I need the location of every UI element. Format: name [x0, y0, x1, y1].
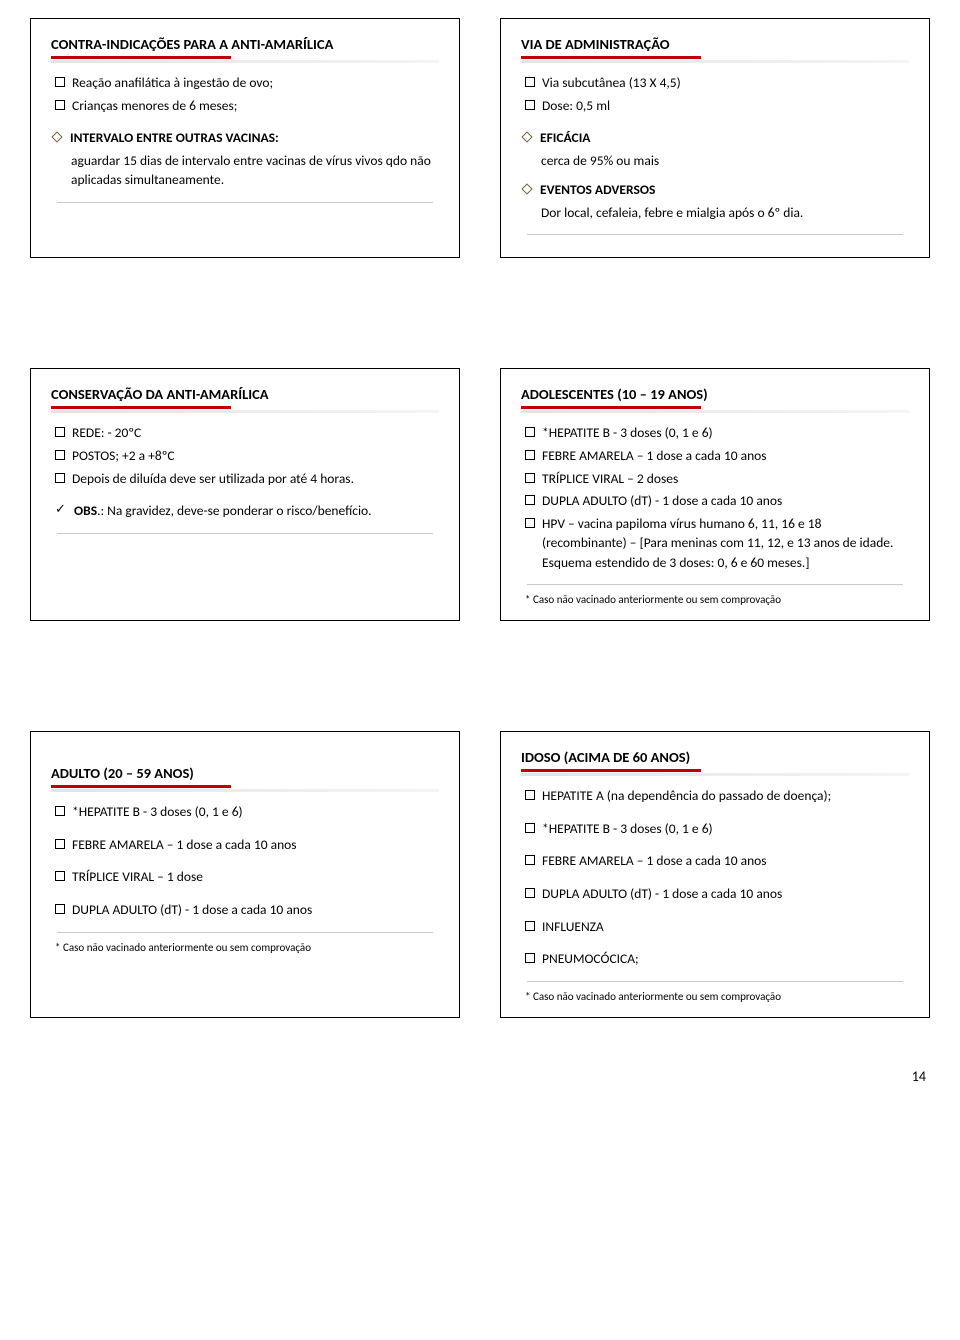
title-bar — [521, 406, 909, 409]
square-icon — [55, 473, 65, 483]
list-item: Via subcutânea (13 X 4,5) — [521, 73, 909, 93]
square-icon — [55, 77, 65, 87]
card-items: HEPATITE A (na dependência do passado de… — [521, 786, 909, 968]
card-items: *HEPATITE B - 3 doses (0, 1 e 6) FEBRE A… — [51, 802, 439, 919]
square-icon — [525, 823, 535, 833]
square-icon — [525, 855, 535, 865]
list-item: *HEPATITE B - 3 doses (0, 1 e 6) — [51, 802, 439, 822]
list-item: HEPATITE A (na dependência do passado de… — [521, 786, 909, 806]
card-title: ADOLESCENTES (10 – 19 ANOS) — [521, 385, 909, 403]
card-title: IDOSO (ACIMA DE 60 ANOS) — [521, 748, 909, 766]
list-subtext: cerca de 95% ou mais — [521, 151, 909, 171]
list-item: TRÍPLICE VIRAL – 2 doses — [521, 469, 909, 489]
card-idoso: IDOSO (ACIMA DE 60 ANOS) HEPATITE A (na … — [500, 731, 930, 1017]
title-bar — [521, 769, 909, 772]
square-icon — [525, 953, 535, 963]
list-item: POSTOS; +2 a +8ºC — [51, 446, 439, 466]
card-items: Via subcutânea (13 X 4,5) Dose: 0,5 ml E… — [521, 73, 909, 222]
list-item: EFICÁCIA — [521, 128, 909, 148]
list-item: EVENTOS ADVERSOS — [521, 180, 909, 200]
square-icon — [525, 495, 535, 505]
card-items: *HEPATITE B - 3 doses (0, 1 e 6) FEBRE A… — [521, 423, 909, 572]
card-via-administracao: VIA DE ADMINISTRAÇÃO Via subcutânea (13 … — [500, 18, 930, 258]
card-adulto: ADULTO (20 – 59 ANOS) *HEPATITE B - 3 do… — [30, 731, 460, 1017]
card-contraindicacoes: CONTRA-INDICAÇÕES PARA A ANTI-AMARÍLICA … — [30, 18, 460, 258]
card-adolescentes: ADOLESCENTES (10 – 19 ANOS) *HEPATITE B … — [500, 368, 930, 621]
card-title: CONSERVAÇÃO DA ANTI-AMARÍLICA — [51, 385, 439, 403]
list-item: DUPLA ADULTO (dT) - 1 dose a cada 10 ano… — [51, 900, 439, 920]
list-item: *HEPATITE B - 3 doses (0, 1 e 6) — [521, 819, 909, 839]
square-icon — [55, 839, 65, 849]
list-item: OBS.: Na gravidez, deve-se ponderar o ri… — [51, 501, 439, 521]
square-icon — [55, 904, 65, 914]
card-conservacao: CONSERVAÇÃO DA ANTI-AMARÍLICA REDE: - 20… — [30, 368, 460, 621]
list-item: Reação anafilática à ingestão de ovo; — [51, 73, 439, 93]
square-icon — [525, 518, 535, 528]
list-item: FEBRE AMARELA – 1 dose a cada 10 anos — [521, 851, 909, 871]
card-divider — [57, 202, 433, 203]
square-icon — [525, 921, 535, 931]
card-footnote: * Caso não vacinado anteriormente ou sem… — [521, 593, 909, 606]
diamond-icon — [51, 131, 62, 142]
square-icon — [525, 473, 535, 483]
card-title: CONTRA-INDICAÇÕES PARA A ANTI-AMARÍLICA — [51, 35, 439, 53]
square-icon — [55, 427, 65, 437]
page-number: 14 — [30, 1068, 930, 1085]
card-divider — [57, 533, 433, 534]
list-item: FEBRE AMARELA – 1 dose a cada 10 anos — [521, 446, 909, 466]
list-subtext: aguardar 15 dias de intervalo entre vaci… — [51, 151, 439, 190]
square-icon — [525, 450, 535, 460]
list-item: PNEUMOCÓCICA; — [521, 949, 909, 969]
card-title: VIA DE ADMINISTRAÇÃO — [521, 35, 909, 53]
title-bar — [51, 56, 439, 59]
square-icon — [55, 871, 65, 881]
list-item: INFLUENZA — [521, 917, 909, 937]
list-item: Depois de diluída deve ser utilizada por… — [51, 469, 439, 489]
list-item: Crianças menores de 6 meses; — [51, 96, 439, 116]
list-item: *HEPATITE B - 3 doses (0, 1 e 6) — [521, 423, 909, 443]
title-bar — [51, 785, 439, 788]
list-item: INTERVALO ENTRE OUTRAS VACINAS: — [51, 128, 439, 148]
square-icon — [55, 100, 65, 110]
list-item: FEBRE AMARELA – 1 dose a cada 10 anos — [51, 835, 439, 855]
check-icon — [55, 504, 67, 516]
list-item: DUPLA ADULTO (dT) - 1 dose a cada 10 ano… — [521, 884, 909, 904]
card-divider — [527, 584, 903, 585]
square-icon — [55, 450, 65, 460]
list-item: TRÍPLICE VIRAL – 1 dose — [51, 867, 439, 887]
diamond-icon — [521, 184, 532, 195]
card-divider — [527, 981, 903, 982]
card-footnote: * Caso não vacinado anteriormente ou sem… — [51, 941, 439, 954]
list-subtext: Dor local, cefaleia, febre e mialgia apó… — [521, 203, 909, 223]
card-divider — [57, 932, 433, 933]
card-title: ADULTO (20 – 59 ANOS) — [51, 764, 439, 782]
list-item: HPV – vacina papiloma vírus humano 6, 11… — [521, 514, 909, 573]
title-bar — [521, 56, 909, 59]
list-item: REDE: - 20ºC — [51, 423, 439, 443]
square-icon — [525, 790, 535, 800]
diamond-icon — [521, 131, 532, 142]
card-items: Reação anafilática à ingestão de ovo; Cr… — [51, 73, 439, 190]
square-icon — [525, 888, 535, 898]
list-item: DUPLA ADULTO (dT) - 1 dose a cada 10 ano… — [521, 491, 909, 511]
square-icon — [55, 806, 65, 816]
card-divider — [527, 234, 903, 235]
list-item: Dose: 0,5 ml — [521, 96, 909, 116]
square-icon — [525, 427, 535, 437]
card-grid: CONTRA-INDICAÇÕES PARA A ANTI-AMARÍLICA … — [30, 18, 930, 1018]
title-bar — [51, 406, 439, 409]
square-icon — [525, 77, 535, 87]
square-icon — [525, 100, 535, 110]
card-footnote: * Caso não vacinado anteriormente ou sem… — [521, 990, 909, 1003]
card-items: REDE: - 20ºC POSTOS; +2 a +8ºC Depois de… — [51, 423, 439, 520]
